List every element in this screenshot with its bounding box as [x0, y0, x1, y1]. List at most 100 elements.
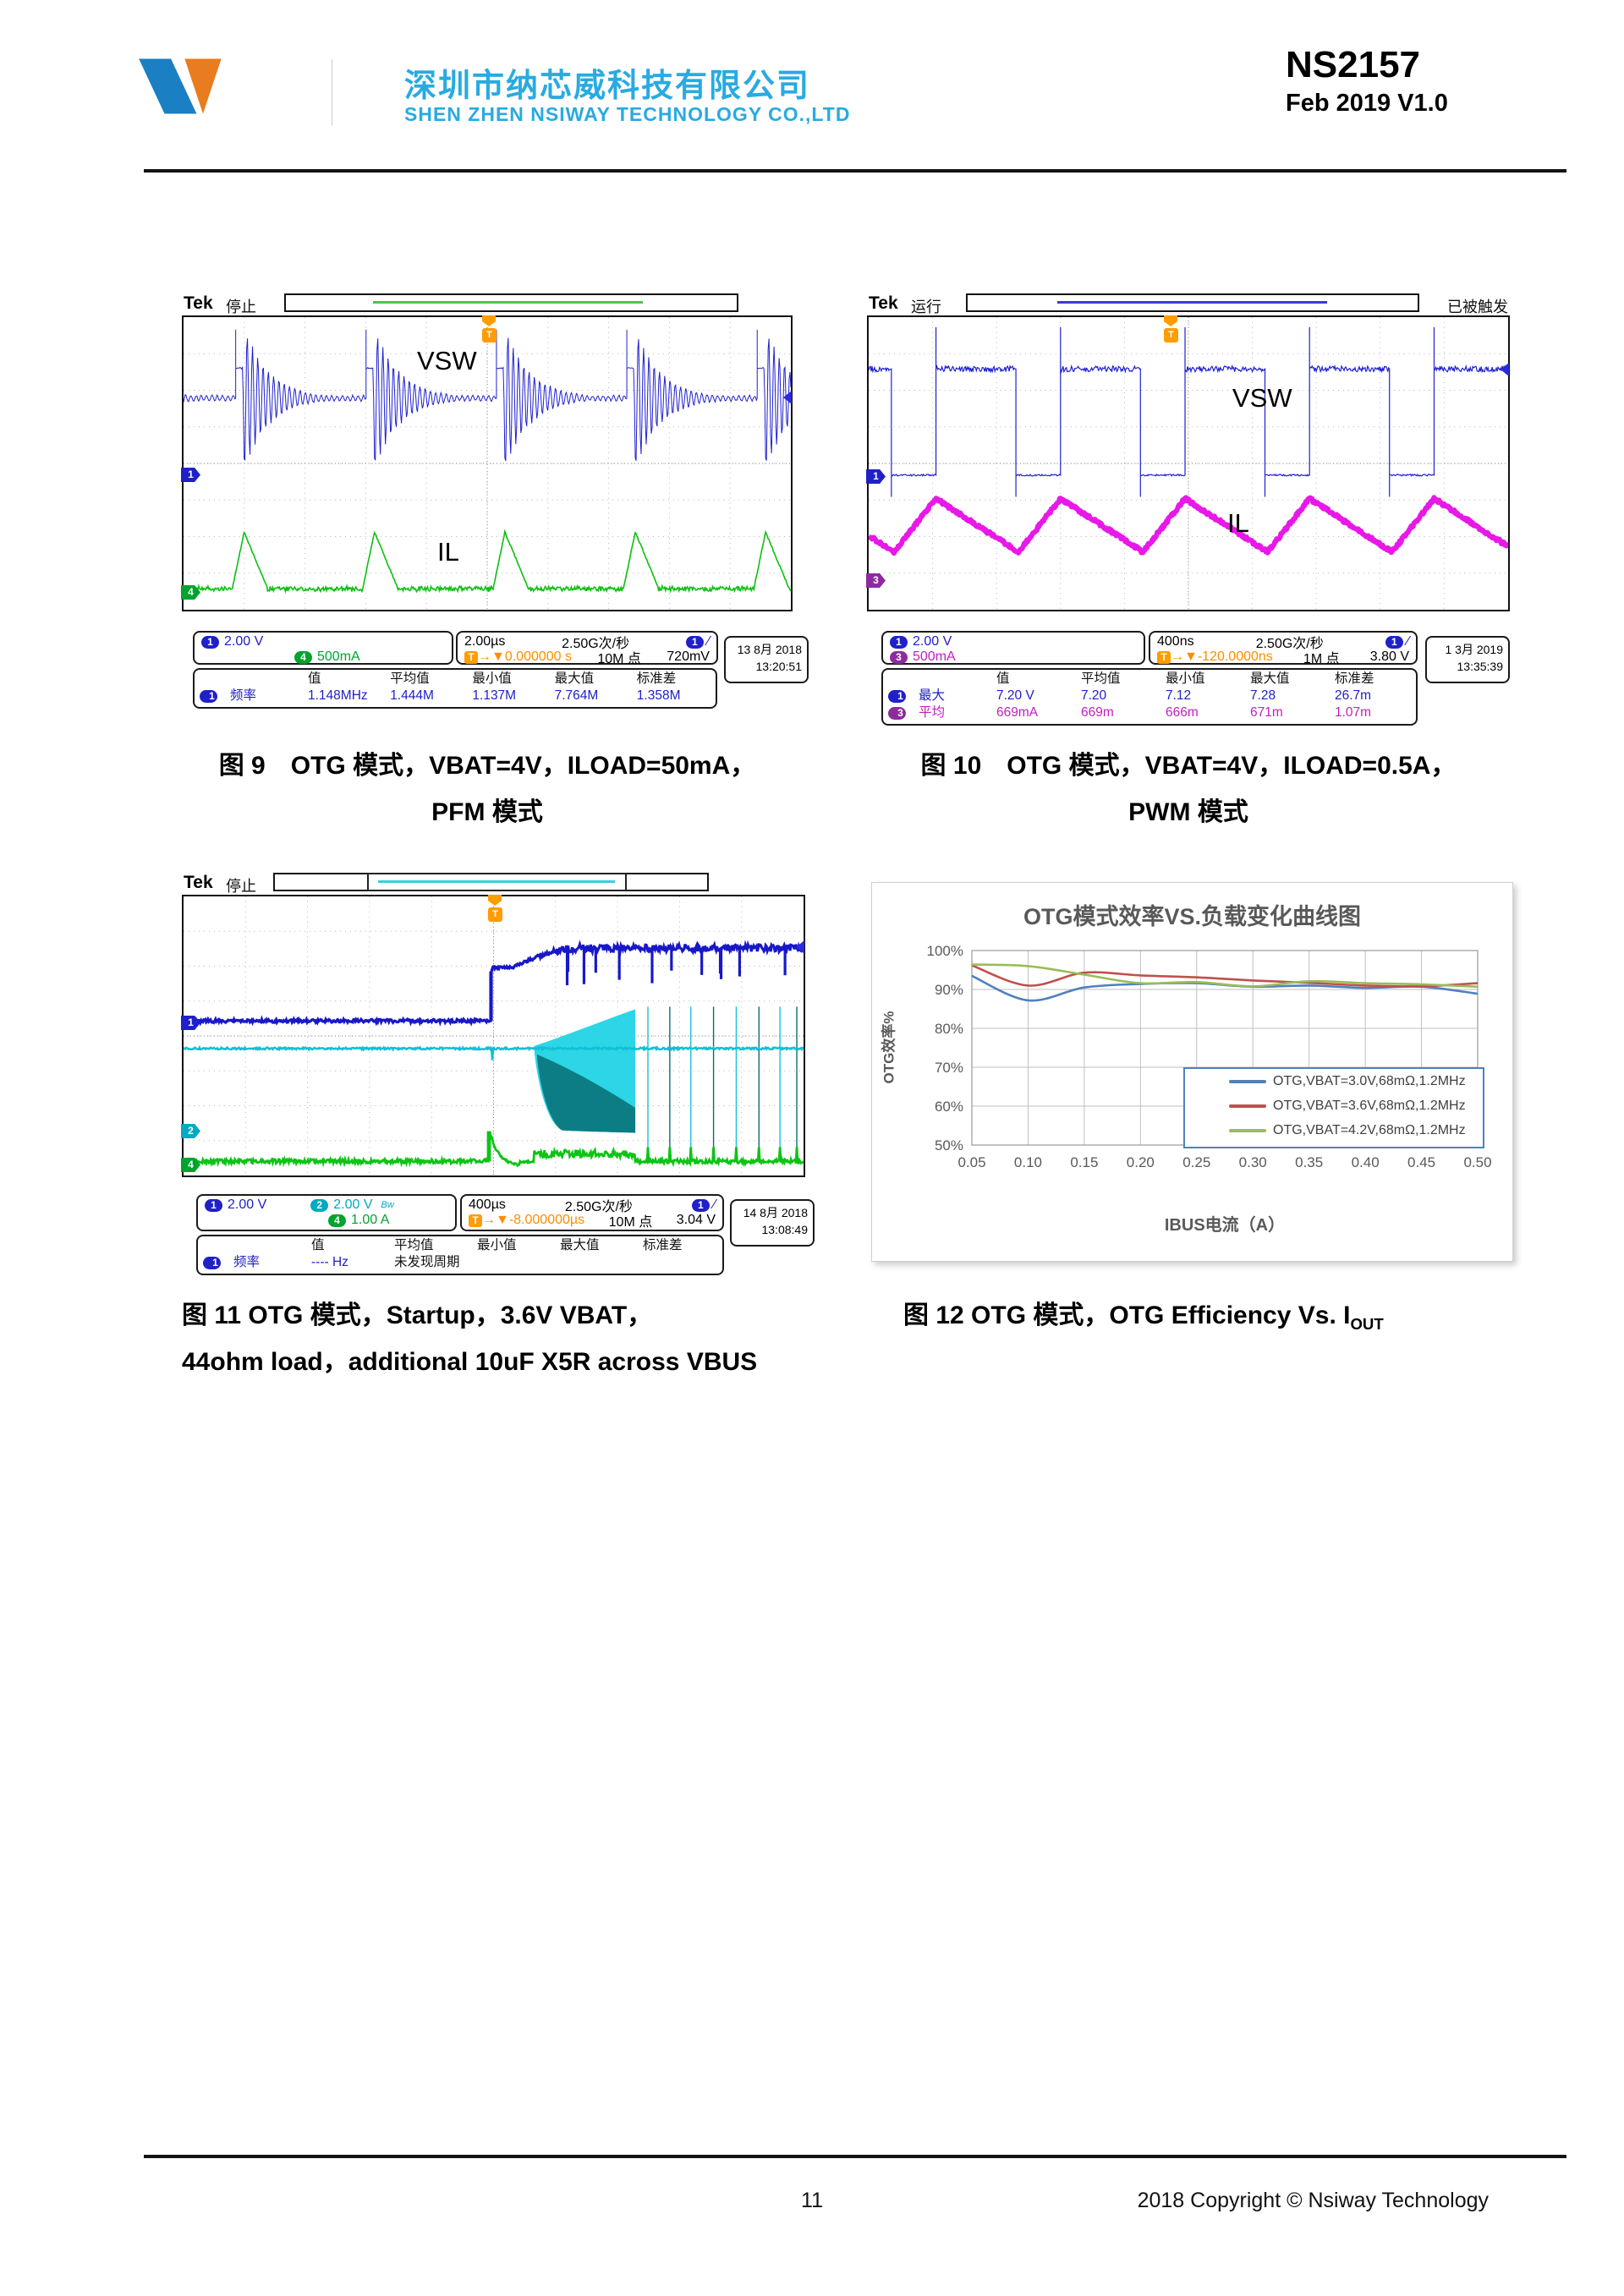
datetime-readout: 14 8月 2018 13:08:49	[730, 1199, 815, 1247]
trigger-level-arrow	[796, 940, 804, 954]
trigger-t-icon: T	[482, 328, 497, 342]
svg-text:0.45: 0.45	[1407, 1154, 1435, 1170]
waveform-canvas	[184, 896, 804, 1175]
scope-capture-fig10: Tek 运行 已被触发 T VSW IL 1 3 1 2.00 V 3 500mA …	[867, 293, 1510, 729]
trigger-slope-icon: ∕	[713, 1197, 716, 1212]
svg-text:80%: 80%	[935, 1021, 963, 1037]
measurement-name: 平均	[910, 704, 945, 721]
trigger-level: 720mV	[667, 649, 710, 665]
company-name-cn: 深圳市纳芯威科技有限公司	[404, 59, 810, 106]
il-label: IL	[437, 537, 459, 567]
trigger-level-arrow	[1501, 363, 1509, 376]
svg-text:60%: 60%	[935, 1099, 963, 1115]
measurement-readout: 值 平均值 最小值 最大值 标准差 1 频率 ---- Hz 未发现周期	[196, 1235, 724, 1275]
trigger-position: →▼-8.000000µs	[482, 1213, 584, 1227]
scope-capture-fig9: Tek 停止 T VSW IL 1 4 1 2.00 V 4 500mA 2.00µ…	[182, 293, 793, 710]
record-length: 10M 点	[597, 647, 641, 667]
svg-text:0.05: 0.05	[957, 1154, 985, 1170]
acquisition-status: 停止	[226, 874, 256, 896]
svg-text:0.25: 0.25	[1182, 1154, 1210, 1170]
svg-text:90%: 90%	[935, 982, 963, 998]
channel-scale-readout: 1 2.00 V 2 2.00 V Bw 4 1.00 A	[196, 1194, 457, 1231]
triggered-status: 已被触发	[1447, 295, 1508, 317]
svg-text:0.50: 0.50	[1463, 1154, 1491, 1170]
scope-capture-fig11: Tek 停止 T 1 2 4 1 2.00 V 2 2.00 V Bw 4 1.00 A	[182, 873, 805, 1279]
tek-logo: Tek	[184, 293, 213, 314]
scope-date: 13 8月 2018	[731, 641, 802, 658]
series-line-swatch	[1229, 1129, 1266, 1132]
channel-3-badge: 3	[890, 651, 908, 664]
header-rule	[144, 169, 1566, 173]
trigger-slope-icon: ∕	[707, 634, 710, 649]
svg-text:0.40: 0.40	[1352, 1154, 1380, 1170]
figure10-caption: 图 10 OTG 模式，VBAT=4V，ILOAD=0.5A， PWM 模式	[867, 743, 1510, 836]
svg-text:0.30: 0.30	[1239, 1154, 1267, 1170]
figure11-caption: 图 11 OTG 模式，Startup，3.6V VBAT， 44ohm loa…	[182, 1292, 825, 1385]
measurement-name: 频率	[222, 688, 256, 704]
part-number: NS2157	[1286, 44, 1420, 86]
trigger-t-icon: T	[488, 907, 502, 922]
figure12-caption: 图 12 OTG 模式，OTG Efficiency Vs. IOUT	[903, 1292, 1529, 1347]
measurement-readout: 值 平均值 最小值 最大值 标准差 1 频率 1.148MHz 1.444M 1.…	[193, 668, 717, 709]
channel-2-badge: 2	[310, 1199, 328, 1212]
tek-logo: Tek	[869, 293, 898, 314]
copyright-text: 2018 Copyright © Nsiway Technology	[1138, 2189, 1489, 2213]
series-line-swatch	[1229, 1080, 1266, 1083]
channel-4-badge: 4	[328, 1214, 346, 1227]
trigger-level-arrow	[783, 391, 792, 404]
channel-1-badge: 1	[890, 636, 908, 649]
trigger-source-badge: 1	[1385, 636, 1403, 649]
trigger-source-badge: 1	[692, 1199, 710, 1212]
trigger-level: 3.04 V	[677, 1213, 716, 1228]
legend-item: OTG,VBAT=3.0V,68mΩ,1.2MHz	[1185, 1069, 1483, 1093]
trigger-slope-icon: ∕	[1407, 634, 1409, 649]
measurement-readout: 值 平均值 最小值 最大值 标准差 1 最大 7.20 V 7.20 7.12 7…	[881, 668, 1418, 726]
tek-logo: Tek	[184, 873, 213, 893]
acquisition-status: 运行	[911, 295, 941, 317]
footer-rule	[144, 2155, 1566, 2158]
trigger-t-icon: T	[1157, 651, 1171, 664]
legend-item: OTG,VBAT=3.6V,68mΩ,1.2MHz	[1185, 1093, 1483, 1118]
svg-text:0.20: 0.20	[1127, 1154, 1155, 1170]
svg-text:0.35: 0.35	[1295, 1154, 1323, 1170]
timebase: 400µs	[469, 1197, 506, 1213]
trigger-level: 3.80 V	[1370, 649, 1409, 665]
acquisition-preview-bar	[966, 293, 1419, 312]
company-name-en: SHEN ZHEN NSIWAY TECHNOLOGY CO.,LTD	[404, 103, 850, 126]
channel-scale-readout: 1 2.00 V 3 500mA	[881, 631, 1145, 665]
timebase-trigger-readout: 2.00µs 2.50G次/秒 1 ∕ T →▼0.000000 s 10M 点 …	[456, 631, 718, 665]
channel-1-badge: 1	[205, 1199, 222, 1212]
trigger-t-icon: T	[469, 1214, 482, 1227]
vsw-label: VSW	[1232, 383, 1292, 414]
il-label: IL	[1227, 508, 1249, 539]
channel-4-badge: 4	[294, 651, 312, 664]
svg-text:100%: 100%	[927, 943, 963, 959]
graticule: T VSW IL 1 3	[867, 315, 1510, 611]
chart-y-axis-label: OTG效率%	[877, 980, 898, 1115]
chart-x-axis-label: IBUS电流（A）	[972, 1211, 1478, 1236]
channel-scale-readout: 1 2.00 V 4 500mA	[193, 631, 453, 665]
waveform-canvas	[869, 317, 1508, 610]
trigger-t-icon: T	[464, 651, 478, 664]
chart-legend: OTG,VBAT=3.0V,68mΩ,1.2MHz OTG,VBAT=3.6V,…	[1183, 1067, 1484, 1148]
datetime-readout: 13 8月 2018 13:20:51	[724, 636, 809, 683]
waveform-canvas	[184, 317, 791, 610]
acquisition-preview-bar	[284, 293, 738, 312]
chart-title: OTG模式效率VS.负载变化曲线图	[872, 898, 1512, 931]
channel-1-badge: 1	[201, 636, 219, 649]
scope-date: 14 8月 2018	[737, 1204, 808, 1221]
datetime-readout: 1 3月 2019 13:35:39	[1425, 636, 1510, 683]
revision: Feb 2019 V1.0	[1286, 90, 1448, 118]
vsw-label: VSW	[417, 346, 477, 376]
acquisition-status: 停止	[226, 295, 256, 317]
timebase: 2.00µs	[464, 634, 505, 649]
figure9-caption: 图 9 OTG 模式，VBAT=4V，ILOAD=50mA， PFM 模式	[182, 743, 793, 836]
timebase: 400ns	[1157, 634, 1194, 649]
acquisition-preview-bar	[273, 873, 709, 891]
scope-time: 13:20:51	[731, 658, 802, 675]
svg-text:70%: 70%	[935, 1060, 963, 1076]
scope-date: 1 3月 2019	[1432, 641, 1503, 658]
efficiency-chart: OTG模式效率VS.负载变化曲线图 0.05 0.10 0.15 0.20 0.25 0.…	[871, 882, 1513, 1262]
trigger-source-badge: 1	[686, 636, 704, 649]
graticule: T VSW IL 1 4	[182, 315, 793, 611]
